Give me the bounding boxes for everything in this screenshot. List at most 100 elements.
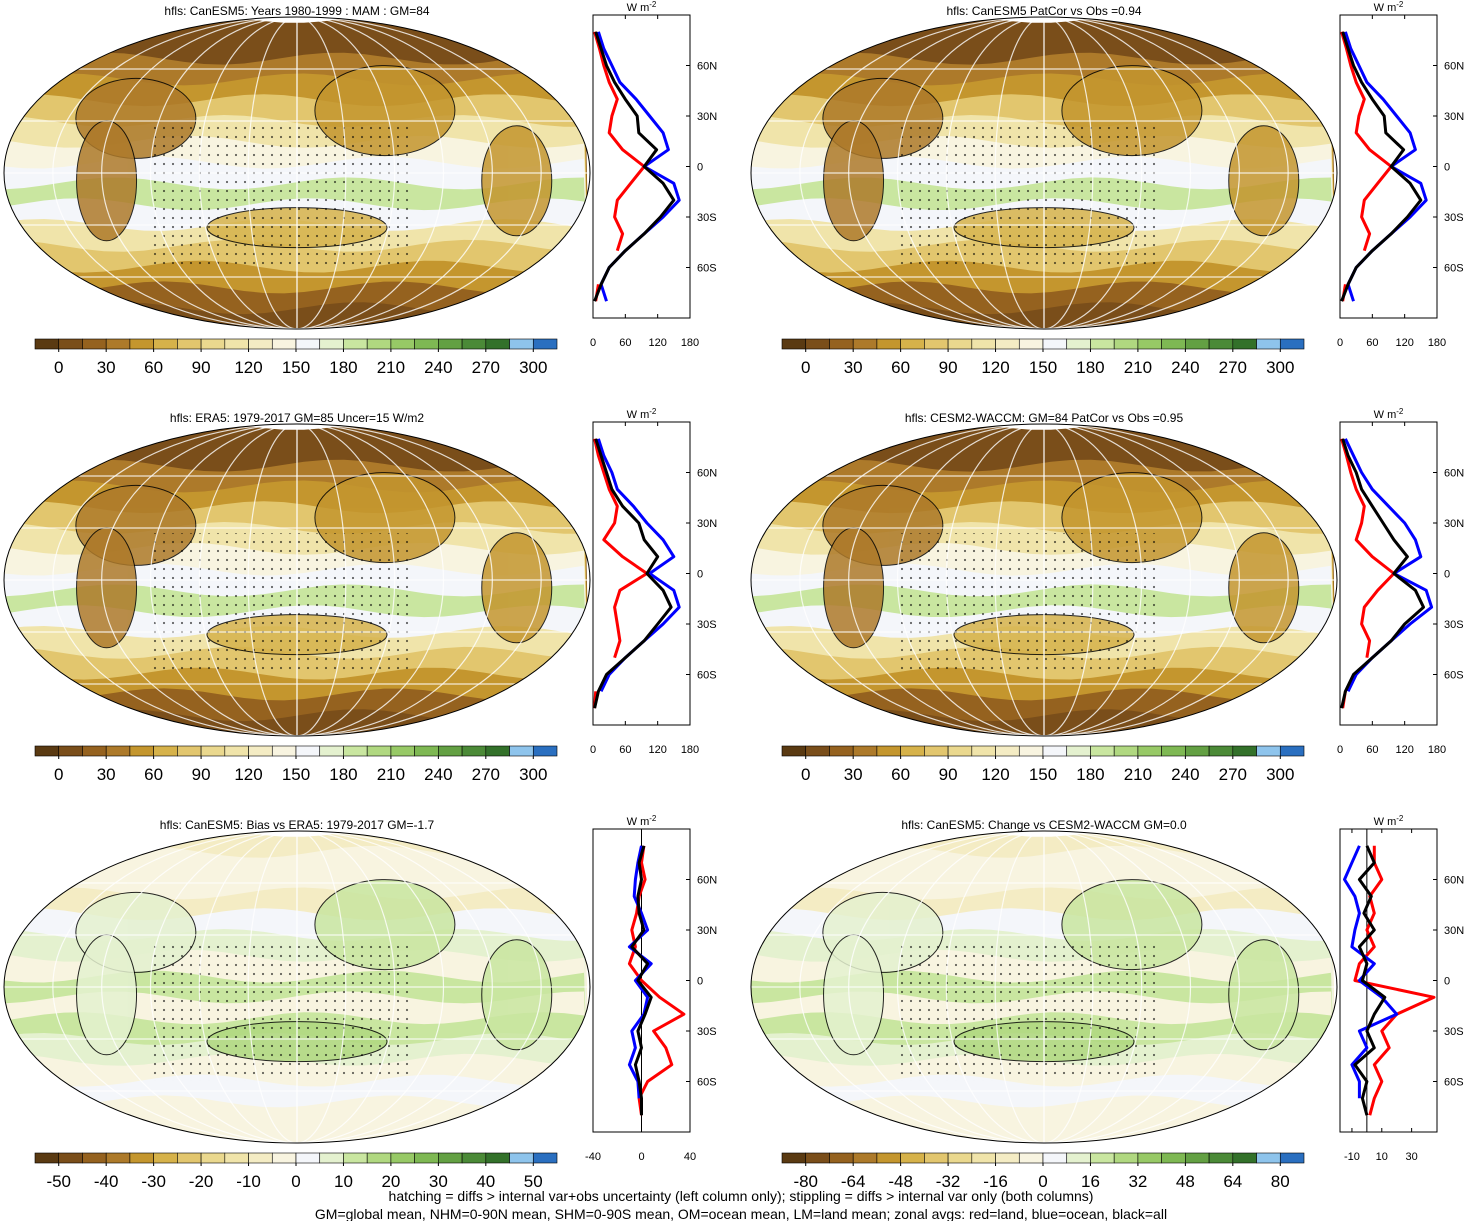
- y-tick-label: 30N: [697, 925, 717, 937]
- stippling: [897, 940, 1162, 1081]
- y-tick-label: 60S: [1444, 670, 1464, 682]
- colorbar-label: 48: [1176, 1172, 1195, 1191]
- colorbar-box: [414, 338, 439, 350]
- colorbar-box: [1161, 1152, 1186, 1164]
- colorbar-box: [319, 1152, 344, 1164]
- colorbar-label: 120: [981, 765, 1009, 784]
- colorbar-label: -32: [936, 1172, 961, 1191]
- y-tick-label: 60N: [1444, 468, 1464, 480]
- zonal-line: [1340, 438, 1425, 709]
- colorbar-box: [876, 745, 901, 757]
- x-tick-label: 40: [684, 1151, 696, 1163]
- colorbar-label: 210: [377, 358, 405, 377]
- y-tick-label: 30S: [697, 619, 717, 631]
- colorbar-box: [876, 338, 901, 350]
- unit-label: W m-2: [627, 814, 657, 828]
- colorbar-box: [532, 338, 558, 350]
- colorbar-label: 300: [519, 765, 547, 784]
- colorbar-box: [509, 1152, 534, 1164]
- colorbar-label: 150: [1029, 358, 1057, 377]
- y-tick-label: 0: [1444, 162, 1450, 174]
- y-tick-label: 30S: [697, 212, 717, 224]
- colorbar-box: [105, 1152, 131, 1164]
- colorbar-box: [1137, 745, 1162, 757]
- colorbar-label: 20: [381, 1172, 400, 1191]
- colorbar-box: [295, 1152, 321, 1164]
- colorbar-label: 40: [476, 1172, 495, 1191]
- footnote: hatching = diffs > internal var+obs unce…: [389, 1188, 1094, 1204]
- map: [751, 424, 1337, 736]
- colorbar-label: 240: [1171, 765, 1199, 784]
- colorbar-box: [34, 338, 60, 350]
- colorbar-box: [995, 745, 1020, 757]
- panel: hfls: CanESM5: Bias vs ERA5: 1979-2017 G…: [3, 814, 717, 1191]
- zonal-line: [593, 438, 649, 709]
- colorbar-label: 240: [1171, 358, 1199, 377]
- colorbar-box: [82, 338, 107, 350]
- colorbar-box: [271, 745, 297, 757]
- colorbar-label: 240: [424, 358, 452, 377]
- colorbar-label: 300: [519, 358, 547, 377]
- colorbar-label: 90: [192, 358, 211, 377]
- colorbar-box: [1279, 745, 1305, 757]
- colorbar-box: [366, 338, 392, 350]
- colorbar-box: [224, 1152, 249, 1164]
- colorbar-label: -48: [888, 1172, 913, 1191]
- map-border: [750, 423, 1338, 737]
- y-tick-label: 0: [697, 976, 703, 988]
- x-tick-label: 0: [1337, 744, 1343, 756]
- colorbar-label: 210: [1124, 765, 1152, 784]
- colorbar-box: [177, 745, 202, 757]
- map-title: hfls: CanESM5: Years 1980-1999 : MAM : G…: [164, 4, 429, 18]
- footnote: GM=global mean, NHM=0-90N mean, SHM=0-90…: [315, 1206, 1167, 1221]
- colorbar-box: [947, 745, 973, 757]
- colorbar-label: 180: [1076, 358, 1104, 377]
- colorbar-box: [366, 745, 392, 757]
- zonal-line: [596, 438, 681, 692]
- stippling: [897, 126, 1162, 267]
- panel: hfls: CanESM5: Change vs CESM2-WACCM GM=…: [750, 814, 1464, 1191]
- x-tick-label: 10: [1376, 1151, 1388, 1163]
- colorbar-label: 210: [377, 765, 405, 784]
- y-tick-label: 0: [1444, 976, 1450, 988]
- map: [4, 424, 590, 736]
- y-tick-label: 60S: [697, 670, 717, 682]
- colorbar-box: [509, 745, 534, 757]
- colorbar-label: 0: [54, 765, 63, 784]
- colorbar-box: [1208, 745, 1234, 757]
- colorbar-label: 30: [97, 765, 116, 784]
- colorbar-box: [438, 338, 463, 350]
- colorbar-box: [1066, 1152, 1091, 1164]
- colorbar-box: [485, 745, 510, 757]
- colorbar-label: -40: [94, 1172, 119, 1191]
- colorbar-box: [805, 1152, 830, 1164]
- colorbar-box: [1137, 338, 1162, 350]
- colorbar-box: [971, 338, 996, 350]
- unit-exponent: -2: [1396, 814, 1404, 823]
- colorbar-label: 0: [54, 358, 63, 377]
- colorbar-label: 120: [234, 765, 262, 784]
- colorbar-box: [924, 338, 949, 350]
- colorbar-label: 180: [1076, 765, 1104, 784]
- colorbar-box: [34, 1152, 60, 1164]
- colorbar-box: [876, 1152, 901, 1164]
- colorbar-label: 270: [472, 765, 500, 784]
- colorbar-label: -64: [841, 1172, 866, 1191]
- x-tick-label: 180: [1428, 744, 1446, 756]
- colorbar-box: [1279, 1152, 1305, 1164]
- colorbar-box: [271, 338, 297, 350]
- x-tick-label: 120: [1395, 744, 1413, 756]
- colorbar-box: [1018, 338, 1044, 350]
- colorbar-label: 30: [429, 1172, 448, 1191]
- unit: W m: [627, 409, 650, 421]
- colorbar-label: 180: [329, 765, 357, 784]
- colorbar-box: [200, 745, 226, 757]
- colorbar-label: 0: [801, 358, 810, 377]
- x-tick-label: 120: [1395, 337, 1413, 349]
- y-tick-label: 60N: [697, 61, 717, 73]
- y-tick-label: 60S: [697, 263, 717, 275]
- colorbar-box: [129, 745, 154, 757]
- colorbar-box: [1042, 745, 1068, 757]
- colorbar-box: [1090, 338, 1115, 350]
- colorbar-box: [1279, 338, 1305, 350]
